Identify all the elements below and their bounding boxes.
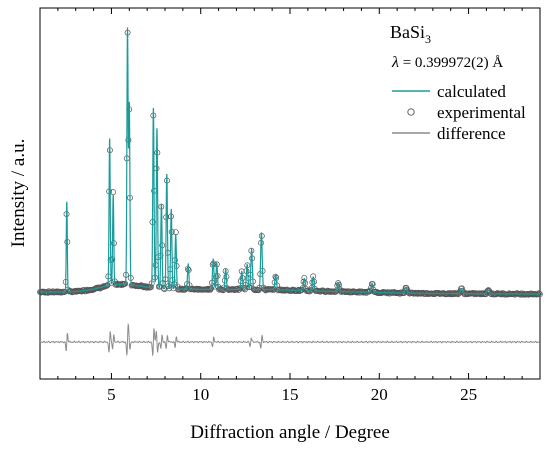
legend-difference-label: difference xyxy=(437,124,506,143)
x-tick-label: 10 xyxy=(192,385,209,404)
calculated-series-line xyxy=(40,27,540,295)
legend-experimental-marker xyxy=(407,108,415,116)
x-tick-label: 5 xyxy=(107,385,116,404)
experimental-point xyxy=(181,286,188,293)
chart-title-subscript: 3 xyxy=(425,32,431,46)
x-tick-label: 15 xyxy=(282,385,299,404)
wavelength-symbol: λ xyxy=(391,54,399,71)
experimental-point xyxy=(422,291,429,298)
x-axis-title: Diffraction angle / Degree xyxy=(190,422,390,443)
legend-experimental-label: experimental xyxy=(437,103,526,122)
experimental-point xyxy=(536,290,542,297)
experimental-point xyxy=(235,287,242,294)
experimental-point xyxy=(102,283,109,290)
x-tick-label: 25 xyxy=(460,385,477,404)
legend: calculated experimental difference xyxy=(392,82,526,143)
x-axis-ticks: 5 10 15 20 25 xyxy=(39,8,541,404)
experimental-point xyxy=(160,285,167,292)
legend-calculated-label: calculated xyxy=(437,82,506,101)
difference-series-line xyxy=(39,322,541,357)
wavelength-value: = 0.399972(2) Å xyxy=(399,55,503,71)
chart-title: BaSi3 xyxy=(390,22,431,46)
experimental-point xyxy=(49,288,56,295)
experimental-point xyxy=(517,291,524,298)
wavelength-annotation: λ = 0.399972(2) Å xyxy=(391,54,503,71)
y-axis-title: Intensity / a.u. xyxy=(8,139,29,248)
chart-title-main: BaSi xyxy=(390,22,425,42)
experimental-point xyxy=(366,288,373,295)
x-tick-label: 20 xyxy=(371,385,388,404)
experimental-point xyxy=(397,290,403,297)
